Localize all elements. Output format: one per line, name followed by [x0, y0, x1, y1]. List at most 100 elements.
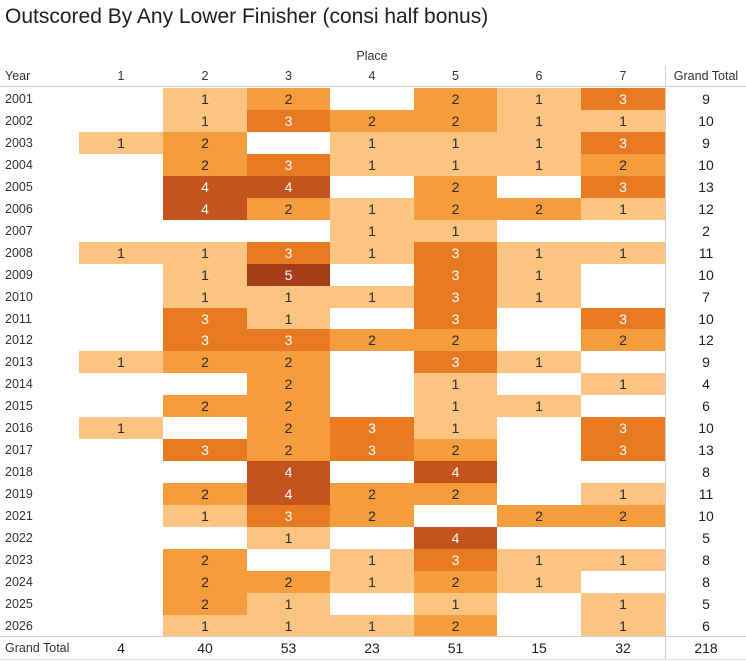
heatmap-cell[interactable]: 3 — [414, 307, 497, 330]
heatmap-cell[interactable]: 1 — [581, 197, 665, 220]
heatmap-cell[interactable]: 4 — [247, 175, 330, 198]
heatmap-cell[interactable]: 1 — [330, 219, 414, 242]
heatmap-cell[interactable]: 3 — [414, 549, 497, 571]
heatmap-cell[interactable]: 2 — [581, 505, 665, 528]
heatmap-cell[interactable]: 1 — [79, 351, 163, 374]
heatmap-cell[interactable]: 2 — [163, 131, 247, 154]
heatmap-cell[interactable]: 1 — [497, 153, 581, 176]
heatmap-cell[interactable]: 2 — [414, 570, 497, 593]
heatmap-cell[interactable]: 2 — [163, 153, 247, 176]
heatmap-cell[interactable]: 3 — [330, 439, 414, 462]
heatmap-cell[interactable]: 3 — [581, 417, 665, 440]
heatmap-cell[interactable]: 1 — [163, 614, 247, 637]
heatmap-cell[interactable]: 4 — [163, 175, 247, 198]
column-header-place-2[interactable]: 2 — [201, 69, 209, 83]
heatmap-cell[interactable]: 2 — [414, 197, 497, 220]
heatmap-cell[interactable]: 2 — [330, 329, 414, 352]
heatmap-cell[interactable]: 2 — [581, 153, 665, 176]
heatmap-cell[interactable]: 1 — [79, 417, 163, 440]
year-label[interactable]: 2016 — [5, 421, 33, 436]
year-label[interactable]: 2019 — [5, 487, 33, 502]
heatmap-cell[interactable]: 1 — [497, 549, 581, 571]
heatmap-cell[interactable]: 3 — [414, 263, 497, 286]
heatmap-cell[interactable]: 3 — [247, 109, 330, 132]
heatmap-cell[interactable]: 1 — [163, 285, 247, 308]
heatmap-cell[interactable]: 1 — [414, 373, 497, 396]
heatmap-cell[interactable]: 1 — [247, 614, 330, 637]
heatmap-cell[interactable]: 3 — [581, 439, 665, 462]
heatmap-cell[interactable]: 1 — [497, 241, 581, 264]
heatmap-cell[interactable]: 2 — [163, 549, 247, 571]
heatmap-cell[interactable]: 3 — [581, 88, 665, 110]
heatmap-cell[interactable]: 1 — [330, 197, 414, 220]
heatmap-cell[interactable]: 1 — [247, 307, 330, 330]
heatmap-cell[interactable]: 2 — [414, 614, 497, 637]
heatmap-cell[interactable]: 3 — [581, 131, 665, 154]
heatmap-cell[interactable]: 1 — [414, 592, 497, 615]
heatmap-cell[interactable]: 1 — [330, 570, 414, 593]
heatmap-cell[interactable]: 1 — [581, 109, 665, 132]
heatmap-cell[interactable]: 5 — [247, 263, 330, 286]
heatmap-cell[interactable]: 1 — [497, 88, 581, 110]
heatmap-cell[interactable]: 2 — [247, 570, 330, 593]
heatmap-cell[interactable]: 4 — [247, 483, 330, 506]
heatmap-cell[interactable]: 1 — [414, 395, 497, 418]
heatmap-cell[interactable]: 1 — [163, 109, 247, 132]
heatmap-cell[interactable]: 1 — [163, 263, 247, 286]
heatmap-cell[interactable]: 3 — [581, 175, 665, 198]
year-label[interactable]: 2001 — [5, 91, 33, 106]
heatmap-cell[interactable]: 2 — [247, 395, 330, 418]
heatmap-cell[interactable]: 1 — [330, 285, 414, 308]
heatmap-cell[interactable]: 1 — [79, 131, 163, 154]
year-label[interactable]: 2004 — [5, 157, 33, 172]
year-label[interactable]: 2022 — [5, 531, 33, 546]
year-label[interactable]: 2012 — [5, 333, 33, 348]
heatmap-cell[interactable]: 2 — [163, 351, 247, 374]
heatmap-cell[interactable]: 1 — [497, 131, 581, 154]
column-header-place-4[interactable]: 4 — [368, 69, 376, 83]
heatmap-cell[interactable]: 3 — [330, 417, 414, 440]
heatmap-cell[interactable]: 1 — [581, 549, 665, 571]
heatmap-cell[interactable]: 4 — [247, 461, 330, 484]
year-label[interactable]: 2009 — [5, 267, 33, 282]
heatmap-cell[interactable]: 2 — [163, 395, 247, 418]
heatmap-cell[interactable]: 1 — [497, 395, 581, 418]
year-label[interactable]: 2026 — [5, 618, 33, 633]
heatmap-cell[interactable]: 2 — [414, 175, 497, 198]
heatmap-cell[interactable]: 1 — [581, 373, 665, 396]
column-header-place-1[interactable]: 1 — [117, 69, 125, 83]
year-label[interactable]: 2024 — [5, 574, 33, 589]
heatmap-cell[interactable]: 1 — [330, 614, 414, 637]
column-header-place-5[interactable]: 5 — [452, 69, 459, 83]
year-label[interactable]: 2008 — [5, 245, 33, 260]
heatmap-cell[interactable]: 3 — [414, 285, 497, 308]
heatmap-cell[interactable]: 1 — [497, 285, 581, 308]
year-label[interactable]: 2010 — [5, 289, 33, 304]
year-label[interactable]: 2006 — [5, 201, 33, 216]
heatmap-cell[interactable]: 2 — [414, 483, 497, 506]
heatmap-cell[interactable]: 2 — [163, 483, 247, 506]
year-label[interactable]: 2002 — [5, 113, 33, 128]
heatmap-cell[interactable]: 2 — [414, 88, 497, 110]
heatmap-cell[interactable]: 2 — [581, 329, 665, 352]
year-label[interactable]: 2023 — [5, 552, 33, 567]
year-label[interactable]: 2015 — [5, 399, 33, 414]
heatmap-cell[interactable]: 3 — [163, 329, 247, 352]
heatmap-cell[interactable]: 1 — [163, 241, 247, 264]
year-label[interactable]: 2011 — [5, 311, 32, 326]
year-label[interactable]: 2021 — [5, 509, 33, 524]
heatmap-cell[interactable]: 2 — [330, 483, 414, 506]
heatmap-cell[interactable]: 1 — [414, 131, 497, 154]
heatmap-cell[interactable]: 4 — [414, 527, 497, 550]
column-header-place-7[interactable]: 7 — [619, 69, 627, 83]
heatmap-cell[interactable]: 2 — [497, 505, 581, 528]
heatmap-cell[interactable]: 4 — [163, 197, 247, 220]
heatmap-cell[interactable]: 1 — [581, 241, 665, 264]
year-label[interactable]: 2007 — [5, 223, 33, 238]
year-label[interactable]: 2018 — [5, 465, 33, 480]
heatmap-cell[interactable]: 1 — [330, 131, 414, 154]
heatmap-cell[interactable]: 2 — [247, 373, 330, 396]
heatmap-cell[interactable]: 1 — [581, 592, 665, 615]
heatmap-cell[interactable]: 1 — [497, 109, 581, 132]
heatmap-cell[interactable]: 2 — [414, 109, 497, 132]
